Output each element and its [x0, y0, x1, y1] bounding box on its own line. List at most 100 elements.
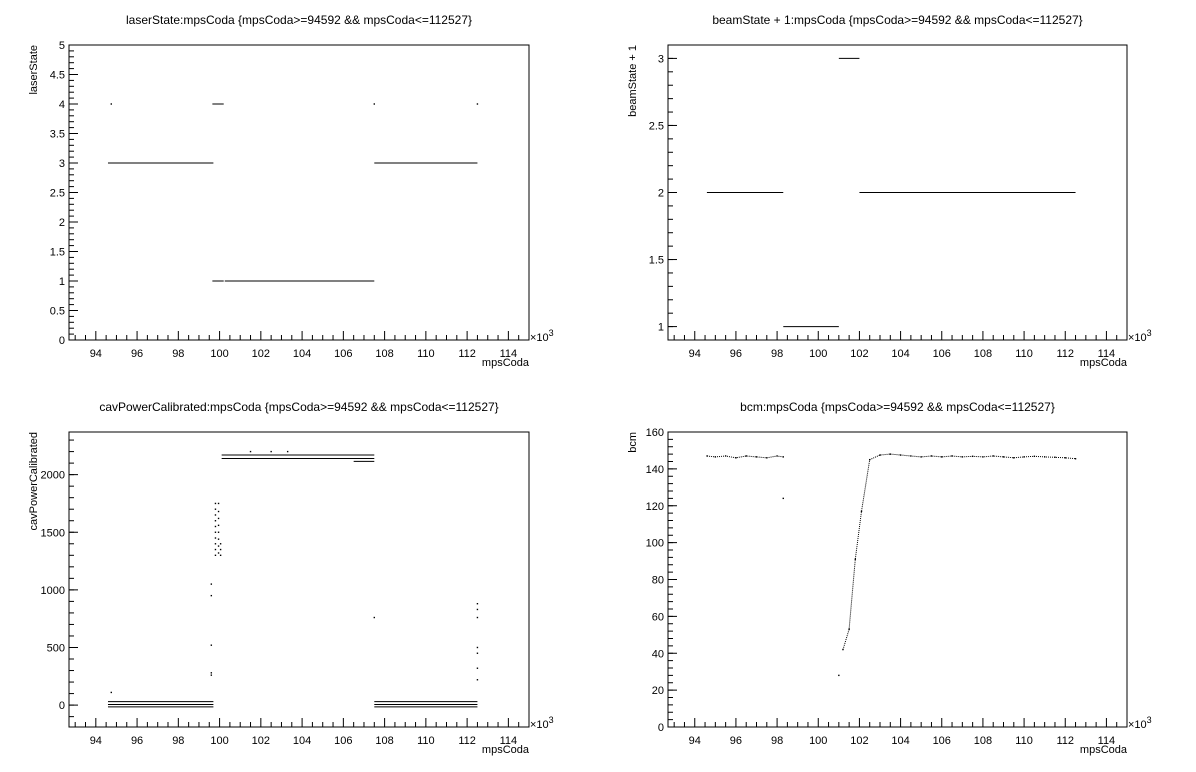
- x-tick-label: 94: [90, 348, 102, 360]
- y-tick-label: 1.5: [50, 247, 65, 259]
- data-point: [217, 545, 220, 547]
- data-point: [992, 455, 994, 457]
- plot-frame: [68, 44, 530, 341]
- x-axis-label: mpsCoda: [482, 357, 530, 369]
- y-tick-label: 0.5: [50, 306, 65, 318]
- data-point: [214, 502, 217, 505]
- plot-frame: [68, 431, 530, 728]
- x-tick-label: 98: [172, 735, 184, 747]
- y-tick-label: 1500: [41, 527, 65, 539]
- x-tick-label: 106: [933, 348, 951, 360]
- panel-cav-power: cavPowerCalibrated:mpsCoda {mpsCoda>=945…: [28, 400, 554, 756]
- x-tick-label: 114: [500, 348, 518, 360]
- x-tick-label: 106: [933, 735, 951, 747]
- data-point: [214, 543, 217, 545]
- y-tick-label: 2000: [41, 470, 65, 482]
- x-tick-label: 112: [1056, 348, 1074, 360]
- data-point: [755, 456, 758, 458]
- x-axis-label: mpsCoda: [1080, 744, 1128, 756]
- data-point: [286, 450, 289, 453]
- data-point: [848, 628, 850, 630]
- chart-title: beamState + 1:mpsCoda {mpsCoda>=94592 &&…: [712, 13, 1082, 27]
- data-point: [930, 455, 933, 457]
- data-point: [1013, 457, 1015, 459]
- chart-title: cavPowerCalibrated:mpsCoda {mpsCoda>=945…: [99, 400, 498, 414]
- x-tick-label: 96: [131, 348, 143, 360]
- x-exponent-base: ×10: [1128, 332, 1147, 344]
- data-point: [217, 531, 220, 533]
- data-point: [217, 510, 220, 513]
- x-exponent-label: ×103: [530, 328, 554, 344]
- y-axis-label: beamState + 1: [627, 45, 639, 117]
- x-exponent-label: ×103: [530, 715, 554, 731]
- data-point: [838, 674, 840, 677]
- data-point: [476, 103, 479, 105]
- x-tick-label: 102: [850, 735, 868, 747]
- x-tick-label: 110: [1015, 348, 1033, 360]
- data-point: [941, 456, 943, 458]
- data-point: [214, 514, 217, 516]
- chart-title: laserState:mpsCoda {mpsCoda>=94592 && mp…: [126, 13, 472, 27]
- y-tick-label: 2: [59, 217, 65, 229]
- data-point: [214, 548, 217, 551]
- x-tick-label: 100: [809, 348, 827, 360]
- y-tick-label: 4.5: [50, 70, 65, 82]
- x-tick-label: 100: [210, 735, 228, 747]
- data-point: [217, 552, 220, 554]
- data-point: [210, 672, 213, 674]
- data-point: [782, 497, 784, 500]
- data-point: [476, 679, 479, 681]
- y-tick-label: 160: [646, 427, 664, 439]
- x-tick-label: 100: [809, 735, 827, 747]
- data-point: [476, 608, 479, 611]
- data-point: [373, 616, 375, 619]
- panel-beam-state: beamState + 1:mpsCoda {mpsCoda>=94592 &&…: [627, 13, 1152, 369]
- x-exponent-base: ×10: [530, 332, 549, 344]
- data-point: [110, 103, 112, 105]
- x-tick-label: 102: [252, 348, 270, 360]
- panel-laser-state: laserState:mpsCoda {mpsCoda>=94592 && mp…: [28, 13, 554, 369]
- y-tick-label: 3: [658, 53, 664, 65]
- data-point: [110, 691, 112, 694]
- data-point: [210, 674, 213, 676]
- data-point: [210, 583, 213, 585]
- x-tick-label: 110: [417, 735, 435, 747]
- data-point: [879, 454, 881, 456]
- data-point: [214, 508, 217, 510]
- y-tick-label: 2.5: [50, 188, 65, 200]
- data-point: [270, 450, 272, 453]
- y-tick-label: 5: [59, 40, 65, 52]
- data-point: [219, 543, 222, 545]
- x-tick-label: 106: [334, 348, 352, 360]
- x-tick-label: 106: [334, 735, 352, 747]
- y-tick-label: 1: [658, 322, 664, 334]
- data-point: [210, 644, 213, 646]
- data-point: [219, 554, 222, 557]
- data-point: [951, 455, 953, 457]
- x-tick-label: 112: [1056, 735, 1074, 747]
- data-point: [1064, 457, 1066, 459]
- x-tick-label: 112: [458, 735, 476, 747]
- x-tick-label: 94: [689, 348, 701, 360]
- y-axis-label: bcm: [627, 432, 639, 453]
- x-tick-label: 108: [974, 735, 992, 747]
- plot-frame: [667, 431, 1128, 728]
- y-tick-label: 100: [646, 538, 664, 550]
- x-exponent-base: ×10: [1128, 719, 1147, 731]
- data-point: [476, 652, 479, 654]
- x-exponent-power: 3: [549, 328, 554, 338]
- x-tick-label: 110: [1015, 735, 1033, 747]
- y-tick-label: 0: [59, 700, 65, 712]
- data-point: [214, 525, 217, 528]
- y-axis-label: cavPowerCalibrated: [28, 432, 40, 530]
- y-tick-label: 120: [646, 501, 664, 513]
- y-tick-label: 40: [652, 648, 664, 660]
- data-point: [249, 450, 252, 453]
- x-tick-label: 108: [375, 735, 393, 747]
- y-tick-label: 3: [59, 158, 65, 170]
- x-exponent-power: 3: [549, 715, 554, 725]
- x-tick-label: 102: [850, 348, 868, 360]
- y-tick-label: 80: [652, 575, 664, 587]
- x-exponent-label: ×103: [1128, 715, 1152, 731]
- y-tick-label: 2.5: [649, 120, 664, 132]
